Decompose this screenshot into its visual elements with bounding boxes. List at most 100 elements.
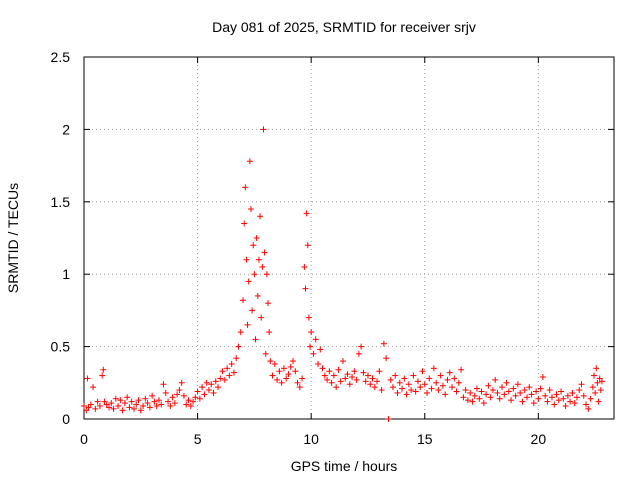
data-point	[317, 346, 324, 353]
data-point	[324, 376, 331, 383]
data-point	[417, 384, 424, 391]
data-point	[492, 376, 499, 383]
data-point	[537, 385, 544, 392]
data-point	[221, 376, 228, 383]
data-point	[594, 379, 601, 386]
data-point	[360, 369, 367, 376]
data-point	[595, 398, 602, 405]
data-point	[205, 387, 212, 394]
data-point	[167, 402, 174, 409]
data-point	[474, 385, 481, 392]
data-point	[330, 372, 337, 379]
data-point	[587, 395, 594, 402]
data-point	[321, 372, 328, 379]
data-point	[444, 376, 451, 383]
data-point	[548, 394, 555, 401]
data-point	[110, 405, 117, 412]
data-point	[105, 404, 112, 411]
data-point	[90, 384, 97, 391]
data-point	[564, 392, 571, 399]
data-point	[144, 400, 151, 407]
data-point	[312, 336, 319, 343]
x-tick-label: 10	[303, 431, 319, 447]
data-point	[464, 397, 471, 404]
data-point	[355, 350, 362, 357]
data-point	[435, 387, 442, 394]
data-point	[514, 381, 521, 388]
data-point	[573, 394, 580, 401]
data-point	[119, 407, 126, 414]
data-point	[421, 381, 428, 388]
data-point	[137, 407, 144, 414]
x-axis-label: GPS time / hours	[291, 458, 398, 474]
data-point	[412, 388, 419, 395]
data-point	[133, 401, 140, 408]
data-point	[539, 374, 546, 381]
data-point	[283, 375, 290, 382]
data-point	[126, 404, 133, 411]
data-point	[294, 379, 301, 386]
data-point	[405, 381, 412, 388]
data-point	[224, 365, 231, 372]
data-point	[555, 397, 562, 404]
data-point	[399, 385, 406, 392]
data-point	[337, 378, 344, 385]
data-point	[396, 379, 403, 386]
data-point	[328, 379, 335, 386]
data-point	[304, 242, 311, 249]
data-point	[591, 372, 598, 379]
data-point	[499, 384, 506, 391]
data-point	[362, 378, 369, 385]
data-point	[135, 397, 142, 404]
data-point	[480, 400, 487, 407]
data-point	[274, 376, 281, 383]
data-point	[496, 395, 503, 402]
data-point	[528, 391, 535, 398]
data-point	[128, 398, 135, 405]
y-tick-label: 0	[62, 411, 70, 427]
data-point	[250, 242, 257, 249]
data-point	[519, 398, 526, 405]
data-point	[521, 387, 528, 394]
data-point	[589, 384, 596, 391]
data-point	[462, 387, 469, 394]
data-point	[346, 381, 353, 388]
data-point	[364, 372, 371, 379]
data-point	[280, 365, 287, 372]
y-tick-labels: 0 0.5 1 1.5 2 2.5	[51, 49, 71, 427]
data-point	[517, 389, 524, 396]
data-point	[251, 271, 258, 278]
data-point	[87, 401, 94, 408]
data-point	[526, 384, 533, 391]
data-point	[271, 360, 278, 367]
data-point	[392, 372, 399, 379]
data-point	[535, 395, 542, 402]
data-point	[196, 395, 203, 402]
data-point	[339, 358, 346, 365]
data-point	[255, 256, 262, 263]
data-point	[81, 402, 87, 409]
data-point	[433, 379, 440, 386]
data-point	[344, 371, 351, 378]
data-point	[247, 206, 254, 213]
data-point	[430, 365, 437, 372]
data-point	[233, 355, 240, 362]
data-points	[81, 126, 605, 422]
data-point	[237, 329, 244, 336]
data-point	[578, 381, 585, 388]
data-point	[369, 375, 376, 382]
data-point	[219, 368, 226, 375]
data-point	[544, 398, 551, 405]
data-point	[580, 392, 587, 399]
data-point	[494, 389, 501, 396]
data-point	[333, 384, 340, 391]
data-point	[151, 398, 158, 405]
data-point	[467, 389, 474, 396]
data-point	[598, 378, 605, 385]
y-tick-label: 1	[62, 266, 70, 282]
data-point	[374, 378, 381, 385]
data-point	[367, 381, 374, 388]
data-point	[174, 391, 181, 398]
data-point	[378, 387, 385, 394]
